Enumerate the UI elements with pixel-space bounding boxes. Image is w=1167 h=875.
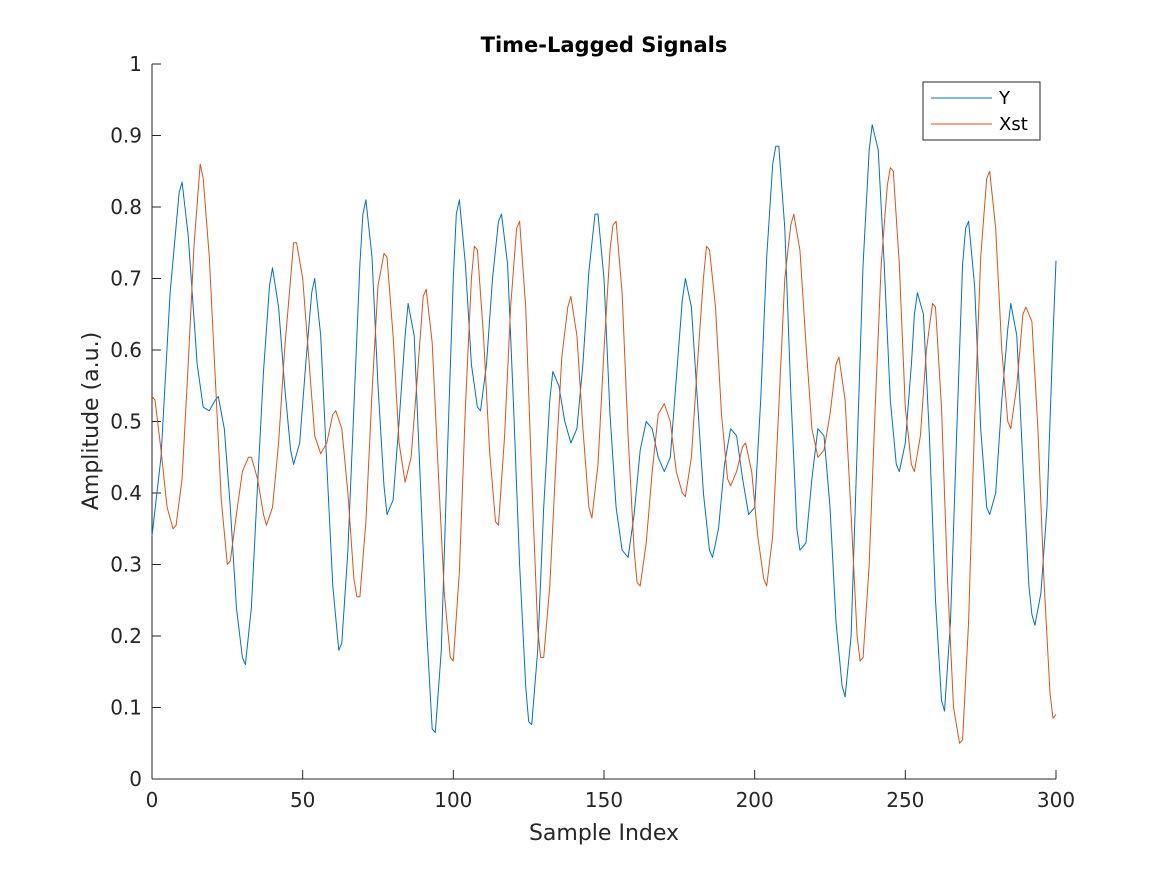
series-line-y — [151, 124, 1057, 733]
x-tick-label: 300 — [1037, 788, 1075, 812]
x-tick-label: 200 — [736, 788, 774, 812]
y-tick-label: 0.6 — [110, 338, 142, 362]
y-tick-label: 0.4 — [110, 481, 142, 505]
legend-label-xst: Xst — [999, 114, 1028, 135]
series-line-xst — [151, 163, 1057, 744]
x-tick-label: 0 — [146, 788, 159, 812]
y-tick-label: 0.9 — [110, 124, 142, 148]
y-tick-label: 0 — [129, 767, 142, 791]
y-tick-label: 0.7 — [110, 267, 142, 291]
x-tick-label: 150 — [585, 788, 623, 812]
x-tick-label: 250 — [886, 788, 924, 812]
x-axis-label: Sample Index — [529, 821, 679, 846]
y-tick-label: 1 — [129, 52, 142, 76]
y-tick-label: 0.1 — [110, 696, 142, 720]
y-ticks: 0 0.1 0.2 0.3 0.4 0.5 0.6 0.7 0.8 0.9 1 — [110, 52, 161, 791]
legend-label-y: Y — [998, 88, 1011, 109]
x-ticks: 0 50 100 150 200 250 300 — [146, 770, 1075, 812]
chart-title: Time-Lagged Signals — [481, 33, 728, 57]
legend: Y Xst — [922, 81, 1041, 141]
y-tick-label: 0.3 — [110, 553, 142, 577]
y-tick-label: 0.8 — [110, 195, 142, 219]
x-tick-label: 100 — [434, 788, 472, 812]
x-tick-label: 50 — [290, 788, 315, 812]
legend-box — [922, 81, 1041, 141]
y-tick-label: 0.2 — [110, 624, 142, 648]
y-tick-label: 0.5 — [110, 410, 142, 434]
series-group — [151, 124, 1057, 744]
y-axis-label: Amplitude (a.u.) — [79, 332, 104, 510]
